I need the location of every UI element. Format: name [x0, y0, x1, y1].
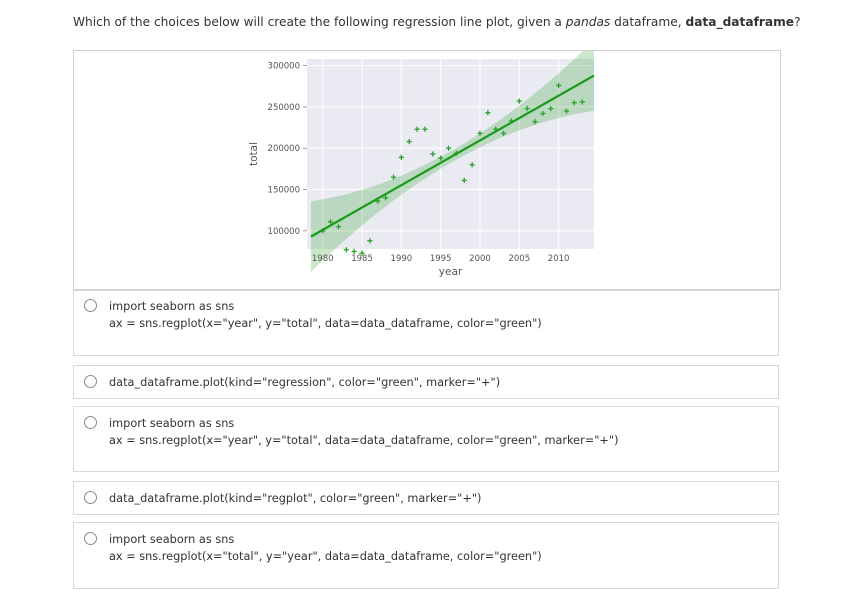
data-point [398, 154, 404, 160]
code-line: import seaborn as sns [109, 417, 235, 430]
data-point [390, 174, 397, 180]
radio-button[interactable] [84, 532, 97, 545]
data-point [414, 126, 420, 132]
radio-button[interactable] [84, 375, 97, 388]
x-tick-label: 1980 [312, 254, 334, 264]
data-point [383, 195, 389, 201]
y-tick-label: 100000 [268, 227, 300, 237]
y-ticks: 100000 150000 200000 250000 300000 [268, 62, 307, 237]
data-point [359, 250, 365, 256]
code-line: data_dataframe.plot(kind="regression", c… [109, 376, 501, 389]
data-point [469, 162, 475, 168]
answer-option[interactable]: data_dataframe.plot(kind="regplot", colo… [73, 481, 779, 515]
data-point [438, 155, 444, 161]
data-point [548, 105, 554, 112]
x-tick-label: 1985 [351, 254, 373, 264]
data-point [563, 108, 570, 114]
data-point [367, 238, 373, 244]
x-axis-label: year [439, 266, 463, 278]
data-point [532, 119, 538, 125]
data-point [477, 130, 483, 136]
regression-line [310, 74, 595, 238]
data-point [422, 126, 428, 132]
data-point [556, 82, 562, 89]
radio-button[interactable] [84, 299, 97, 312]
y-tick-label: 250000 [268, 103, 300, 113]
y-axis-label: total [248, 142, 260, 166]
x-tick-label: 2010 [548, 254, 570, 264]
x-tick-label: 1990 [391, 254, 413, 264]
code-line: ax = sns.regplot(x="year", y="total", da… [109, 317, 542, 330]
option-code: data_dataframe.plot(kind="regression", c… [109, 374, 500, 391]
question-emphasis: pandas [565, 15, 611, 29]
data-point [406, 139, 412, 145]
data-point [343, 247, 349, 253]
data-point [335, 224, 342, 230]
data-point [327, 219, 334, 225]
y-tick-label: 150000 [268, 186, 300, 196]
data-point [579, 99, 585, 105]
answer-option[interactable]: import seaborn as sns ax = sns.regplot(x… [73, 290, 779, 356]
question-part: ? [794, 15, 801, 29]
x-tick-label: 2005 [508, 254, 530, 264]
chart-figure: 100000 150000 200000 250000 300000 1980 1985 1… [73, 50, 781, 290]
code-line: import seaborn as sns [109, 300, 235, 313]
x-tick-label: 1995 [430, 254, 452, 264]
code-line: data_dataframe.plot(kind="regplot", colo… [109, 492, 482, 505]
answer-option[interactable]: data_dataframe.plot(kind="regression", c… [73, 365, 779, 399]
data-point [461, 177, 467, 184]
data-point [351, 248, 357, 255]
data-point [445, 145, 452, 151]
code-line: ax = sns.regplot(x="total", y="year", da… [109, 550, 542, 563]
option-code: import seaborn as sns ax = sns.regplot(x… [109, 531, 542, 565]
x-tick-label: 2000 [469, 254, 491, 264]
answer-option[interactable]: import seaborn as sns ax = sns.regplot(x… [73, 522, 779, 589]
data-point [540, 110, 546, 117]
confidence-band [310, 51, 594, 272]
answer-option[interactable]: import seaborn as sns ax = sns.regplot(x… [73, 406, 779, 472]
question-part: Which of the choices below will create t… [73, 15, 566, 29]
question-text: Which of the choices below will create t… [73, 15, 801, 29]
option-code: import seaborn as sns ax = sns.regplot(x… [109, 415, 619, 449]
option-code: data_dataframe.plot(kind="regplot", colo… [109, 490, 481, 507]
y-tick-label: 200000 [268, 144, 300, 154]
data-point [430, 151, 436, 157]
radio-button[interactable] [84, 416, 97, 429]
option-code: import seaborn as sns ax = sns.regplot(x… [109, 298, 542, 332]
x-ticks: 1980 1985 1990 1995 2000 2005 2010 [312, 254, 570, 264]
question-part: dataframe, [610, 15, 686, 29]
plot-background [307, 59, 594, 249]
question-bold: data_dataframe [685, 15, 795, 29]
data-point [516, 98, 522, 104]
radio-button[interactable] [84, 491, 97, 504]
code-line: ax = sns.regplot(x="year", y="total", da… [109, 434, 619, 447]
data-point [500, 130, 507, 136]
code-line: import seaborn as sns [109, 533, 235, 546]
data-point [524, 105, 530, 112]
data-point [485, 110, 491, 116]
y-tick-label: 300000 [268, 62, 300, 72]
data-point [571, 100, 577, 106]
